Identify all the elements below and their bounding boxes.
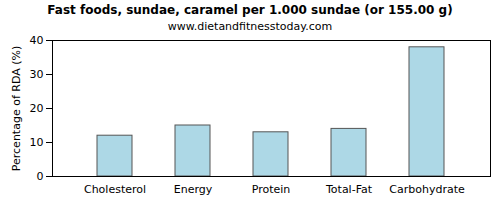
svg-text:Cholesterol: Cholesterol <box>84 183 146 196</box>
html-text:www.dietandfitnesstoday.com: www.dietandfitnesstoday.com <box>167 20 333 33</box>
svg-text:20: 20 <box>30 102 44 115</box>
svg-text:Protein: Protein <box>252 183 291 196</box>
svg-text:10: 10 <box>30 136 44 149</box>
svg-text:Energy: Energy <box>174 183 213 196</box>
svg-text:Percentage of RDA (%): Percentage of RDA (%) <box>10 46 23 171</box>
svg-text:30: 30 <box>30 68 44 81</box>
svg-text:Total-Fat: Total-Fat <box>325 183 373 196</box>
svg-text:0: 0 <box>37 170 44 183</box>
html-text:Fast foods, sundae, caramel pe: Fast foods, sundae, caramel per 1.000 su… <box>47 3 453 17</box>
svg-text:Carbohydrate: Carbohydrate <box>389 183 465 196</box>
svg-text:40: 40 <box>30 34 44 47</box>
